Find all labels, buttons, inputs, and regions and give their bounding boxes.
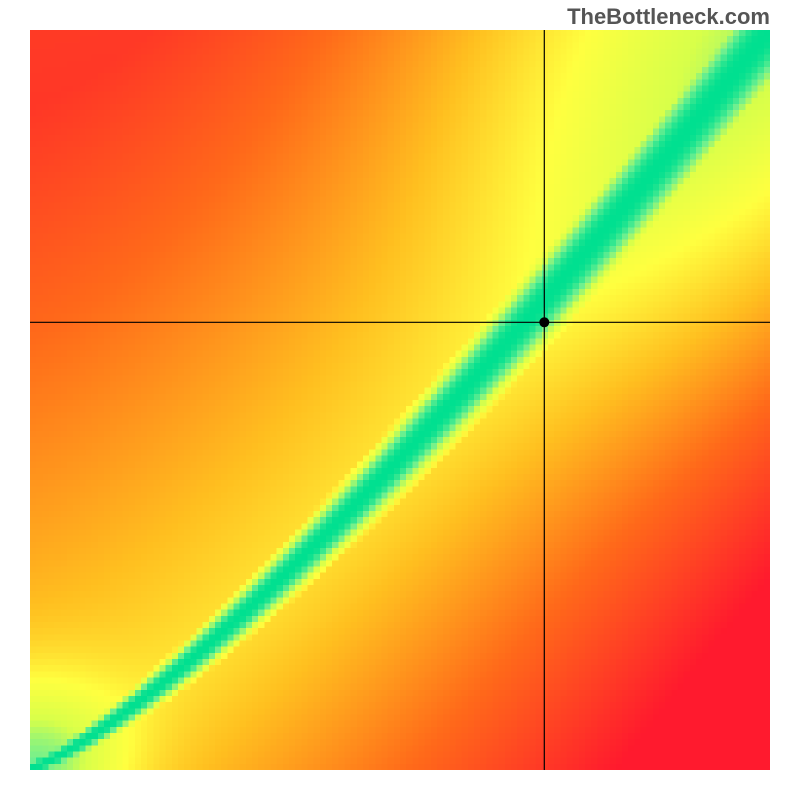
bottleneck-heatmap <box>30 30 770 770</box>
attribution-label: TheBottleneck.com <box>567 4 770 30</box>
chart-container: TheBottleneck.com <box>0 0 800 800</box>
